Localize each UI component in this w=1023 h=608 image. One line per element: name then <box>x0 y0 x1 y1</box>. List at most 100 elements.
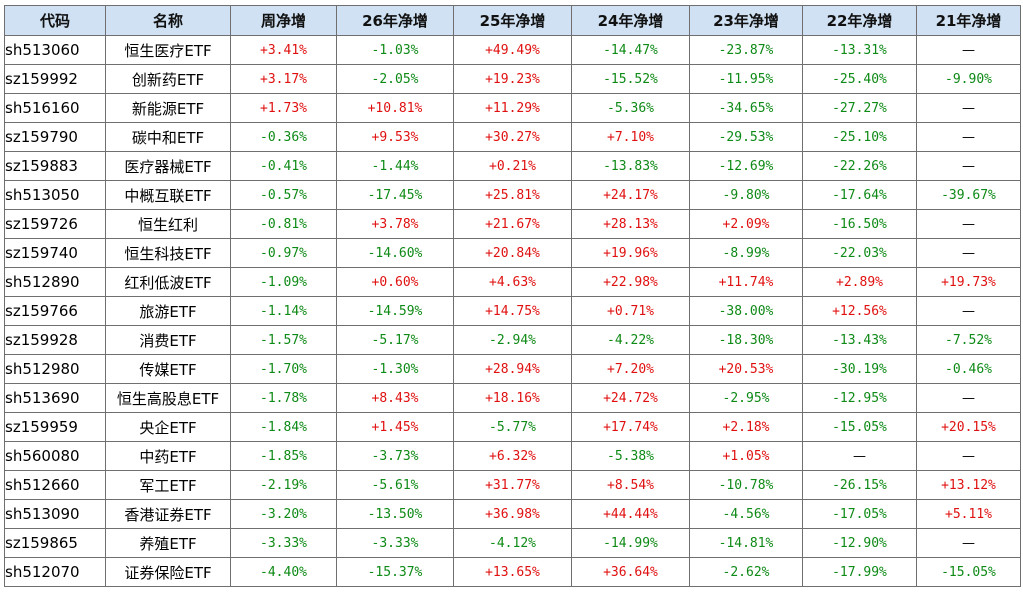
cell-2022-change: -17.05% <box>802 499 917 529</box>
cell-2023-change: -4.56% <box>689 499 803 529</box>
cell-week-change: -0.57% <box>230 180 337 210</box>
cell-code: sz159740 <box>4 238 106 268</box>
cell-2024-change: -14.47% <box>571 35 690 65</box>
cell-2024-change: +7.20% <box>571 354 690 384</box>
cell-2025-change: +20.84% <box>453 238 572 268</box>
cell-2023-change: -14.81% <box>689 528 803 558</box>
cell-2026-change: -3.33% <box>336 528 454 558</box>
cell-2022-change: -30.19% <box>802 354 917 384</box>
cell-week-change: -4.40% <box>230 557 337 587</box>
cell-2021-change: -7.52% <box>916 325 1021 355</box>
cell-2025-change: +36.98% <box>453 499 572 529</box>
table-row: sh512660 军工ETF -2.19% -5.61% +31.77% +8.54% -1… <box>4 470 1021 500</box>
cell-2026-change: -5.17% <box>336 325 454 355</box>
cell-code: sz159883 <box>4 151 106 181</box>
cell-2021-change: — <box>916 151 1021 181</box>
cell-2023-change: -9.80% <box>689 180 803 210</box>
cell-2023-change: +2.18% <box>689 412 803 442</box>
cell-code: sz159766 <box>4 296 106 326</box>
cell-2022-change: -12.95% <box>802 383 917 413</box>
cell-2022-change: — <box>802 441 917 471</box>
cell-2025-change: +19.23% <box>453 64 572 94</box>
cell-2025-change: -4.12% <box>453 528 572 558</box>
cell-code: sh512070 <box>4 557 106 587</box>
cell-2021-change: +20.15% <box>916 412 1021 442</box>
cell-week-change: -1.57% <box>230 325 337 355</box>
cell-2026-change: +8.43% <box>336 383 454 413</box>
cell-week-change: -1.84% <box>230 412 337 442</box>
cell-2024-change: +36.64% <box>571 557 690 587</box>
table-row: sz159865 养殖ETF -3.33% -3.33% -4.12% -14.99% -1… <box>4 528 1021 558</box>
header-2025-change: 25年净增 <box>453 5 572 36</box>
cell-2022-change: -17.64% <box>802 180 917 210</box>
header-2026-change: 26年净增 <box>336 5 454 36</box>
cell-2025-change: -2.94% <box>453 325 572 355</box>
header-name: 名称 <box>105 5 231 36</box>
cell-code: sh513060 <box>4 35 106 65</box>
cell-week-change: -0.81% <box>230 209 337 239</box>
cell-code: sh512890 <box>4 267 106 297</box>
cell-2022-change: +12.56% <box>802 296 917 326</box>
cell-2022-change: -26.15% <box>802 470 917 500</box>
cell-name: 医疗器械ETF <box>105 151 231 181</box>
cell-2024-change: +17.74% <box>571 412 690 442</box>
cell-name: 红利低波ETF <box>105 267 231 297</box>
cell-2021-change: +13.12% <box>916 470 1021 500</box>
cell-name: 证券保险ETF <box>105 557 231 587</box>
cell-2023-change: +2.09% <box>689 209 803 239</box>
cell-2021-change: — <box>916 209 1021 239</box>
cell-week-change: -1.78% <box>230 383 337 413</box>
cell-2022-change: -25.40% <box>802 64 917 94</box>
cell-2021-change: — <box>916 35 1021 65</box>
cell-2026-change: -13.50% <box>336 499 454 529</box>
cell-code: sz159865 <box>4 528 106 558</box>
table-row: sz159992 创新药ETF +3.17% -2.05% +19.23% -15.52%… <box>4 64 1021 94</box>
cell-code: sz159928 <box>4 325 106 355</box>
cell-week-change: -3.20% <box>230 499 337 529</box>
table-row: sz159766 旅游ETF -1.14% -14.59% +14.75% +0.71% -… <box>4 296 1021 326</box>
cell-name: 创新药ETF <box>105 64 231 94</box>
table-body: sh513060 恒生医疗ETF +3.41% -1.03% +49.49% -14.47… <box>4 35 1021 587</box>
cell-2024-change: +0.71% <box>571 296 690 326</box>
cell-code: sh512660 <box>4 470 106 500</box>
header-code: 代码 <box>4 5 106 36</box>
cell-2023-change: -11.95% <box>689 64 803 94</box>
cell-2026-change: +3.78% <box>336 209 454 239</box>
cell-name: 中概互联ETF <box>105 180 231 210</box>
cell-week-change: -0.41% <box>230 151 337 181</box>
cell-week-change: +1.73% <box>230 93 337 123</box>
cell-2026-change: -5.61% <box>336 470 454 500</box>
cell-2023-change: +20.53% <box>689 354 803 384</box>
cell-2024-change: -13.83% <box>571 151 690 181</box>
cell-2024-change: -4.22% <box>571 325 690 355</box>
cell-2022-change: -22.26% <box>802 151 917 181</box>
cell-week-change: -0.36% <box>230 122 337 152</box>
table-row: sz159959 央企ETF -1.84% +1.45% -5.77% +17.74% +2… <box>4 412 1021 442</box>
cell-2022-change: -13.31% <box>802 35 917 65</box>
cell-2025-change: +25.81% <box>453 180 572 210</box>
table-row: sh512890 红利低波ETF -1.09% +0.60% +4.63% +22.98%… <box>4 267 1021 297</box>
cell-name: 中药ETF <box>105 441 231 471</box>
cell-2023-change: -38.00% <box>689 296 803 326</box>
cell-2021-change: -39.67% <box>916 180 1021 210</box>
cell-code: sh512980 <box>4 354 106 384</box>
cell-code: sz159992 <box>4 64 106 94</box>
cell-name: 新能源ETF <box>105 93 231 123</box>
cell-2025-change: +11.29% <box>453 93 572 123</box>
table-row: sh512070 证券保险ETF -4.40% -15.37% +13.65% +36.6… <box>4 557 1021 587</box>
cell-2021-change: — <box>916 122 1021 152</box>
cell-week-change: -1.85% <box>230 441 337 471</box>
cell-2025-change: +21.67% <box>453 209 572 239</box>
table-row: sh516160 新能源ETF +1.73% +10.81% +11.29% -5.36%… <box>4 93 1021 123</box>
cell-2026-change: -2.05% <box>336 64 454 94</box>
cell-2023-change: -18.30% <box>689 325 803 355</box>
cell-2025-change: +28.94% <box>453 354 572 384</box>
cell-2024-change: +28.13% <box>571 209 690 239</box>
cell-2025-change: +14.75% <box>453 296 572 326</box>
cell-2026-change: -3.73% <box>336 441 454 471</box>
cell-2026-change: -14.60% <box>336 238 454 268</box>
cell-2021-change: — <box>916 93 1021 123</box>
cell-2023-change: +1.05% <box>689 441 803 471</box>
cell-2023-change: -23.87% <box>689 35 803 65</box>
cell-2022-change: +2.89% <box>802 267 917 297</box>
